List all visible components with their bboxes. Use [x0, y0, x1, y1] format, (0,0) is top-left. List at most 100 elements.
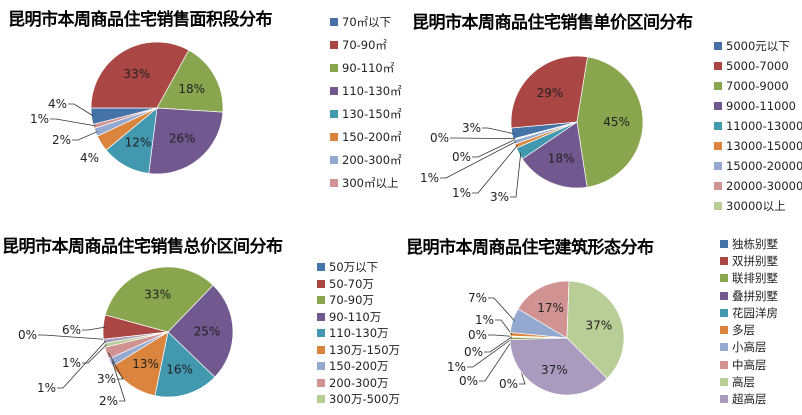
chart-2-leader-line-1: [482, 127, 515, 135]
legend-item: 70-90万: [317, 292, 400, 309]
legend-label: 13000-15000: [726, 139, 802, 153]
legend-item: 独栋别墅: [720, 235, 778, 252]
chart-3-data-label-5: 16%: [166, 362, 193, 376]
legend-label: 150-200㎡: [342, 129, 402, 144]
legend-item: 高层: [720, 373, 778, 390]
legend-swatch: [317, 345, 325, 354]
chart-2-leader-line-6: [472, 145, 518, 194]
legend-swatch: [317, 279, 325, 288]
chart-3-leader-line-10: [57, 340, 106, 389]
chart-3-slice-4: [167, 284, 234, 378]
chart-2-leader-line-5: [510, 152, 522, 198]
legend-swatch: [317, 296, 325, 305]
legend-swatch: [720, 274, 728, 283]
legend-label: 15000-20000: [726, 159, 802, 173]
chart-3-data-label-1: 0%: [18, 328, 37, 342]
legend-label: 花园洋房: [732, 305, 778, 320]
legend-swatch: [714, 142, 722, 150]
chart-3-data-label-2: 6%: [62, 323, 81, 337]
chart-4-data-label-4: 0%: [464, 345, 483, 359]
chart-2-leader-line-8: [472, 138, 516, 158]
chart-3-title: 昆明市本周商品住宅销售总价区间分布: [2, 237, 283, 257]
chart-2-data-label-4: 18%: [548, 151, 575, 165]
legend-label: 9000-11000: [726, 99, 796, 113]
legend-item: 中高层: [720, 356, 778, 373]
chart-4-data-label-5: 0%: [468, 328, 487, 342]
legend-label: 独栋别墅: [732, 236, 778, 251]
legend-label: 70㎡以下: [342, 14, 392, 29]
legend-item: 15000-20000: [714, 156, 802, 176]
legend-label: 70-90㎡: [342, 37, 387, 52]
legend-label: 小高层: [732, 340, 767, 355]
legend-item: 200-300㎡: [330, 148, 402, 171]
legend-item: 7000-9000: [714, 76, 802, 96]
legend-item: 5000-7000: [714, 56, 802, 76]
chart-1-leader-line-7: [72, 131, 98, 141]
chart-3-leader-line-7: [111, 361, 126, 402]
legend-item: 90-110万: [317, 309, 400, 326]
chart-4-data-label-8: 17%: [537, 301, 564, 315]
legend-item: 联排别墅: [720, 270, 778, 287]
chart-4-data-label-10: 37%: [541, 363, 568, 377]
legend-item: 9000-11000: [714, 96, 802, 116]
legend-item: 叠拼别墅: [720, 287, 778, 304]
chart-3-data-label-6: 13%: [132, 357, 159, 371]
legend-swatch: [714, 122, 722, 130]
chart-4-leader-line-2: [479, 340, 513, 382]
legend-swatch: [714, 202, 722, 210]
chart-4-data-label-2: 0%: [459, 374, 478, 388]
chart-2-title: 昆明市本周商品住宅销售单价区间分布: [412, 13, 693, 33]
legend-swatch: [330, 17, 338, 26]
legend-swatch: [720, 239, 728, 248]
legend-item: 11000-13000: [714, 116, 802, 136]
legend-item: 30000以上: [714, 196, 802, 216]
chart-2-leader-line-9: [450, 137, 516, 140]
chart-2-slice-3: [576, 56, 644, 188]
chart-3-data-label-9: 1%: [62, 356, 81, 370]
chart-3-data-label-3: 33%: [144, 287, 171, 301]
legend-label: 20000-30000: [726, 179, 802, 193]
legend-swatch: [317, 395, 325, 404]
legend-item: 150-200万: [317, 358, 400, 375]
chart-1-data-label-6: 4%: [80, 151, 99, 165]
legend-swatch: [720, 378, 728, 387]
chart-1-data-label-5: 12%: [125, 136, 152, 150]
legend-swatch: [330, 40, 338, 49]
legend-swatch: [720, 395, 728, 404]
legend-swatch: [714, 182, 722, 190]
chart-3-leader-line-8: [108, 352, 124, 380]
legend-label: 200-300㎡: [342, 152, 402, 167]
legend-swatch: [330, 178, 338, 187]
legend-item: 70㎡以下: [330, 10, 402, 33]
chart-4-title: 昆明市本周商品住宅建筑形态分布: [406, 238, 654, 258]
legend-swatch: [317, 312, 325, 321]
legend-item: 超高层: [720, 391, 778, 408]
chart-1-leader-line-8: [50, 118, 96, 127]
legend-label: 多层: [732, 323, 755, 338]
legend-label: 高层: [732, 375, 755, 390]
legend-label: 11000-13000: [726, 119, 802, 133]
chart-1-slice-2: [90, 41, 190, 109]
legend-swatch: [720, 343, 728, 352]
legend-item: 多层: [720, 321, 778, 338]
legend-swatch: [330, 155, 338, 164]
chart-3-data-label-8: 3%: [97, 372, 116, 386]
legend-label: 200-300万: [329, 375, 389, 390]
chart-1-title: 昆明市本周商品住宅销售面积段分布: [8, 10, 273, 30]
legend-label: 30000以上: [726, 199, 786, 213]
chart-1-slice-3: [156, 49, 224, 113]
legend-item: 110-130㎡: [330, 79, 402, 102]
legend-item: 150-200㎡: [330, 125, 402, 148]
legend-swatch: [330, 109, 338, 118]
chart-1-leader-line-1: [68, 103, 94, 117]
legend-label: 90-110万: [329, 309, 382, 324]
legend-label: 5000元以下: [726, 39, 790, 53]
chart-3-data-label-4: 25%: [194, 324, 221, 338]
legend-label: 联排别墅: [732, 271, 778, 286]
chart-4-leader-line-7: [488, 297, 515, 321]
legend-item: 200-300万: [317, 375, 400, 392]
chart-1-data-label-4: 26%: [169, 132, 196, 146]
chart-4-data-label-1: 0%: [499, 377, 518, 391]
chart-2-data-label-5: 3%: [490, 190, 509, 204]
